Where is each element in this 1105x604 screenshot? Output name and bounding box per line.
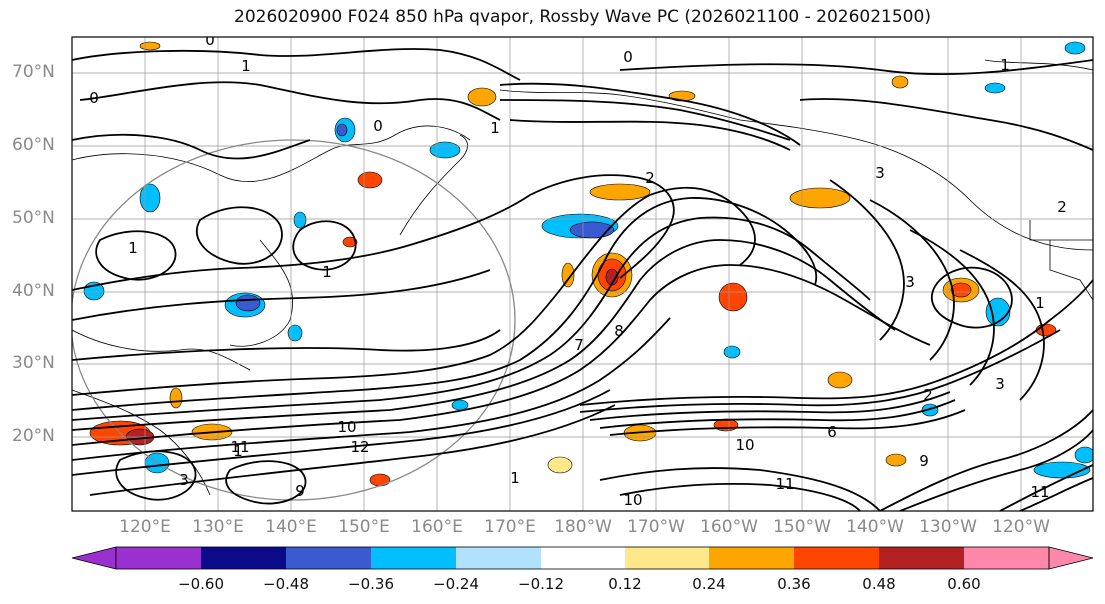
contour-label: 1	[1000, 56, 1010, 74]
contour-label: 1	[322, 263, 332, 281]
contour-lines	[72, 48, 1093, 511]
lon-label: 160°W	[700, 517, 758, 537]
contour-label: 11	[775, 475, 794, 493]
contour-label: 6	[827, 423, 837, 441]
map-background	[72, 37, 1093, 511]
contour-label: 11	[230, 438, 249, 456]
colorbar-outline	[115, 546, 1050, 570]
colorbar-right-arrow	[1048, 546, 1094, 570]
lon-label: 120°E	[119, 517, 171, 537]
colorbar-bin	[371, 547, 456, 569]
lon-label: 160°E	[411, 517, 463, 537]
contour-label: 10	[623, 491, 642, 509]
colorbar-bin	[201, 547, 286, 569]
lat-label-40n: 40°N	[12, 281, 55, 301]
colorbar-tick-label: −0.60	[178, 575, 224, 593]
contour-label: 0	[623, 48, 633, 66]
contour-label: 2	[1057, 198, 1067, 216]
contour-label: 3	[995, 375, 1005, 393]
contour-label: 3	[905, 273, 915, 291]
colorbar-bin	[964, 547, 1049, 569]
lat-label-70n: 70°N	[12, 62, 55, 82]
map-frame	[71, 36, 1094, 512]
lon-label: 150°E	[338, 517, 390, 537]
colorbar-tick-label: −0.48	[263, 575, 309, 593]
lon-label: 180°W	[554, 517, 612, 537]
lon-label: 140°W	[846, 517, 904, 537]
colorbar-tick-label: 0.12	[608, 575, 642, 593]
lon-label: 150°W	[773, 517, 831, 537]
colorbar-tick-label: −0.24	[433, 575, 479, 593]
contour-label: 1	[128, 239, 138, 257]
contour-label: 9	[919, 452, 929, 470]
colorbar-tick-label: 0.36	[777, 575, 811, 593]
reference-circle	[72, 139, 516, 501]
contour-label: 11	[1030, 483, 1049, 501]
colorbar	[71, 546, 1094, 570]
colorbar-tick-label: 0.24	[692, 575, 726, 593]
graticule	[72, 37, 1093, 511]
colorbar-bin	[879, 547, 964, 569]
contour-label: 12	[350, 438, 369, 456]
contour-label: 1	[241, 57, 251, 75]
colorbar-bin	[709, 547, 794, 569]
colorbar-bin	[286, 547, 371, 569]
contour-label: 8	[614, 322, 624, 340]
contour-label: 3	[875, 164, 885, 182]
contour-label: 10	[337, 418, 356, 436]
contour-label: 1	[490, 119, 500, 137]
colorbar-bin	[116, 547, 201, 569]
colorbar-bin	[456, 547, 541, 569]
colorbar-left-arrow	[71, 546, 117, 570]
contour-label: 1	[1035, 294, 1045, 312]
lon-label: 170°W	[627, 517, 685, 537]
colorbar-tick-label: −0.12	[518, 575, 564, 593]
lon-label: 140°E	[265, 517, 317, 537]
contour-label-group: 0 1 0 0 1 0 1 1 3 10 1 1 2 3 8 12 11 1 2…	[89, 31, 1067, 509]
lat-label-30n: 30°N	[12, 353, 55, 373]
colorbar-bin	[794, 547, 879, 569]
lon-label: 130°E	[192, 517, 244, 537]
lon-label: 120°W	[992, 517, 1050, 537]
colorbar-tick-label: −0.36	[348, 575, 394, 593]
contour-label: 0	[205, 31, 215, 49]
contour-label: 0	[373, 117, 383, 135]
colorbar-bin	[541, 547, 625, 569]
lat-label-20n: 20°N	[12, 426, 55, 446]
lat-label-50n: 50°N	[12, 208, 55, 228]
contour-label: 0	[89, 89, 99, 107]
contour-label: 10	[735, 436, 754, 454]
coastlines	[72, 59, 1093, 496]
lon-label: 130°W	[919, 517, 977, 537]
colorbar-tick-label: 0.48	[862, 575, 896, 593]
contour-label: 2	[645, 169, 655, 187]
contour-label: 9	[295, 482, 305, 500]
contour-label: 2	[923, 386, 933, 404]
map-title: 2026020900 F024 850 hPa qvapor, Rossby W…	[234, 7, 931, 27]
contour-label: 7	[574, 336, 584, 354]
contour-label: 1	[510, 469, 520, 487]
lat-label-60n: 60°N	[12, 135, 55, 155]
contour-label: 3	[179, 471, 189, 489]
colorbar-bin	[625, 547, 709, 569]
contour-label: 1	[233, 442, 243, 460]
lon-label: 170°E	[484, 517, 536, 537]
colorbar-tick-label: 0.60	[947, 575, 981, 593]
